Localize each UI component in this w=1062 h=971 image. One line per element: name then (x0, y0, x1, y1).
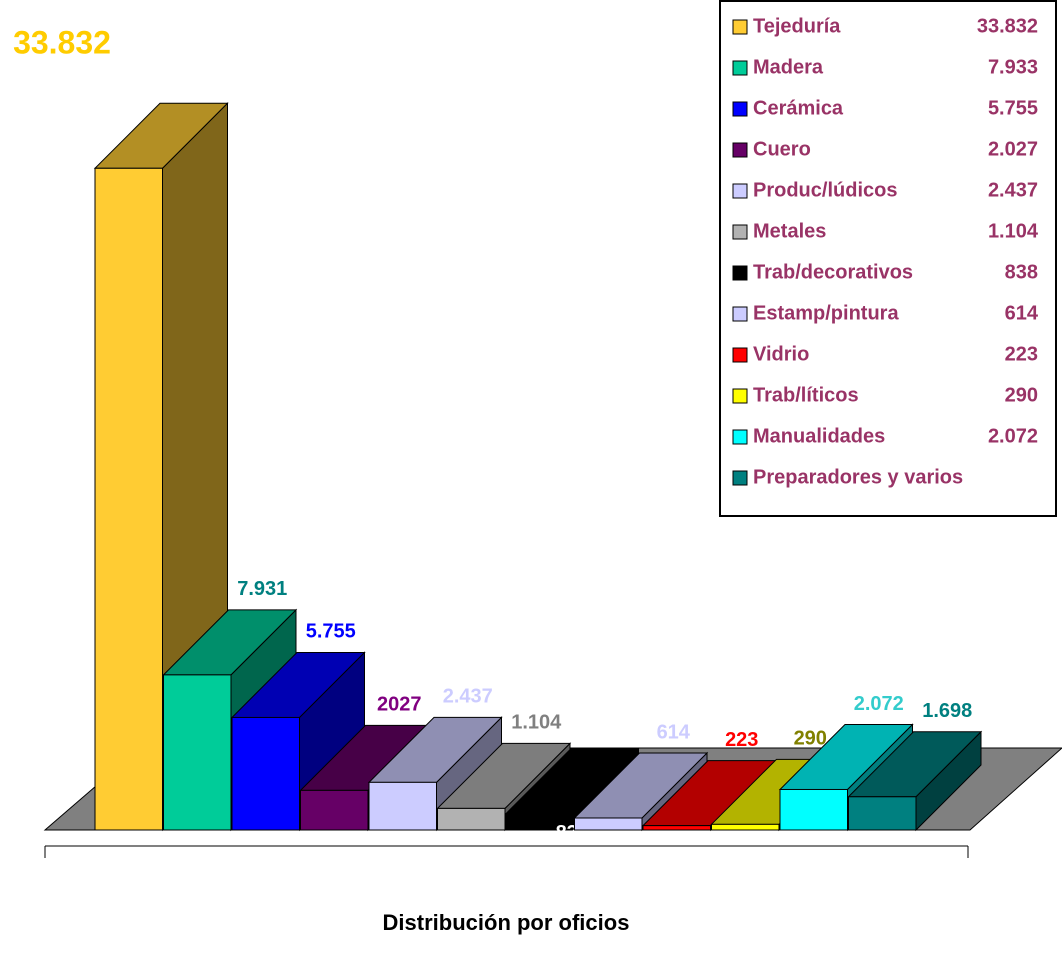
legend-value: 2.027 (988, 138, 1038, 160)
bar-front (368, 781, 437, 831)
legend-value: 614 (1005, 302, 1039, 324)
bar (847, 730, 983, 832)
legend-swatch (732, 388, 748, 404)
legend-swatch (732, 142, 748, 158)
data-label: 290 (794, 728, 827, 750)
legend-label: Cerámica (753, 97, 844, 119)
legend-value: 838 (1005, 261, 1038, 283)
legend-box (719, 0, 1057, 517)
legend-swatch (732, 60, 748, 76)
legend-value: 5.755 (988, 97, 1038, 119)
legend-swatch (732, 183, 748, 199)
bar (93, 102, 229, 832)
legend-swatch (732, 224, 748, 240)
data-label: 2.437 (443, 686, 493, 708)
data-label: 1.698 (922, 700, 972, 722)
legend-label: Estamp/pintura (753, 302, 899, 324)
legend-value: 1.104 (988, 220, 1039, 242)
legend-label: Trab/líticos (753, 384, 859, 406)
bar-front (711, 823, 780, 831)
data-label: 1.104 (511, 712, 562, 734)
legend-label: Manualidades (753, 425, 885, 447)
legend-label: Trab/decorativos (753, 261, 913, 283)
legend-label: Vidrio (753, 343, 809, 365)
legend-swatch (732, 347, 748, 363)
legend-label: Madera (753, 56, 824, 78)
legend-swatch (732, 306, 748, 322)
legend-swatch (732, 101, 748, 117)
bar-front (163, 674, 232, 831)
bar-front (574, 817, 643, 831)
legend-value: 7.933 (988, 56, 1038, 78)
legend-label: Preparadores y varios (753, 466, 963, 488)
bar-front (94, 167, 163, 831)
legend-label: Produc/lúdicos (753, 179, 897, 201)
legend-swatch (732, 429, 748, 445)
data-label: 223 (725, 729, 758, 751)
bar-front (437, 807, 506, 831)
legend-label: Tejeduría (753, 15, 841, 37)
legend-value: 223 (1005, 343, 1038, 365)
bar-front (231, 716, 300, 831)
legend-label: Cuero (753, 138, 811, 160)
bar-front (642, 825, 711, 831)
bar-front (300, 789, 369, 831)
legend-value: 2.437 (988, 179, 1038, 201)
data-label: 33.832 (13, 24, 111, 60)
bar-front (505, 813, 574, 831)
legend-value: 33.832 (977, 15, 1038, 37)
data-label: 7.931 (237, 578, 287, 600)
legend-swatch (732, 19, 748, 35)
data-label: 5.755 (306, 621, 356, 643)
bar-front (848, 796, 917, 831)
legend-label: Metales (753, 220, 826, 242)
legend-swatch (732, 265, 748, 281)
data-label: 2027 (377, 694, 422, 716)
chart-title: Distribución por oficios (383, 910, 630, 935)
legend-value: 290 (1005, 384, 1038, 406)
legend-swatch (732, 470, 748, 486)
data-label: 614 (657, 721, 691, 743)
bar-front (779, 788, 848, 831)
legend-value: 2.072 (988, 425, 1038, 447)
data-label: 2.072 (854, 693, 904, 715)
